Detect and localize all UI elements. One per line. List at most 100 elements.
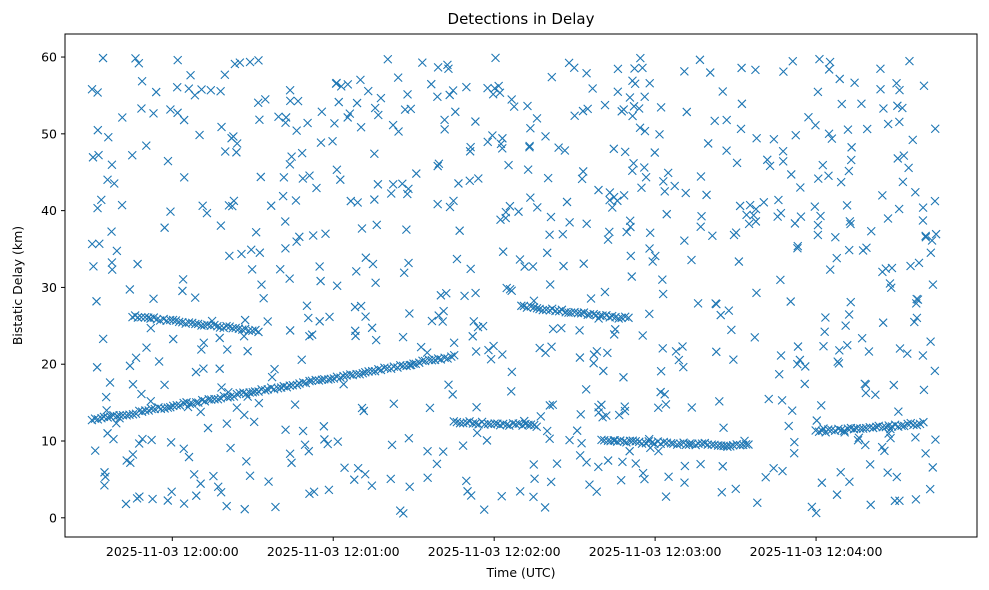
detection-marker — [107, 160, 117, 170]
detection-marker — [918, 351, 928, 360]
detection-marker — [505, 201, 515, 211]
detection-marker — [850, 78, 859, 88]
detection-marker — [558, 229, 568, 239]
detection-marker — [297, 148, 307, 158]
detection-marker — [565, 435, 574, 445]
detection-marker — [324, 485, 334, 495]
detection-marker — [832, 253, 842, 263]
detection-marker — [147, 404, 157, 414]
detection-marker — [635, 53, 645, 63]
detection-marker — [654, 446, 663, 456]
detection-marker — [525, 123, 535, 133]
detection-marker — [546, 212, 556, 222]
detection-marker — [315, 262, 325, 271]
detection-marker — [679, 67, 689, 76]
detection-marker — [790, 219, 800, 228]
detection-marker — [394, 127, 403, 136]
detection-marker — [559, 261, 568, 271]
detection-marker — [103, 413, 113, 422]
detection-marker — [532, 422, 542, 432]
detection-marker — [137, 76, 147, 86]
detection-marker — [401, 225, 411, 234]
detection-marker — [529, 492, 538, 502]
detection-marker — [317, 107, 327, 117]
detection-marker — [439, 306, 449, 316]
detection-marker — [776, 351, 786, 360]
detection-marker — [742, 210, 751, 220]
detection-marker — [687, 255, 696, 265]
detection-marker — [729, 230, 739, 240]
detection-marker — [836, 177, 846, 187]
detection-marker — [465, 146, 475, 156]
detection-marker — [639, 163, 649, 172]
detection-marker — [598, 366, 608, 376]
detection-marker — [294, 232, 304, 242]
detection-marker — [216, 86, 225, 96]
detection-marker — [376, 93, 386, 103]
detection-marker — [655, 129, 664, 139]
detection-marker — [103, 175, 112, 185]
detection-marker — [471, 117, 480, 126]
detection-marker — [586, 294, 596, 303]
detection-marker — [285, 381, 295, 391]
detection-marker — [444, 380, 453, 390]
detection-marker — [445, 90, 455, 100]
detection-marker — [154, 357, 164, 366]
detection-marker — [605, 195, 615, 205]
detection-marker — [151, 87, 161, 97]
detection-marker — [664, 472, 673, 482]
detection-marker — [423, 473, 433, 483]
detection-marker — [860, 440, 870, 450]
detection-marker — [728, 440, 738, 450]
detection-marker — [817, 478, 827, 488]
detection-marker — [911, 433, 920, 442]
detection-marker — [271, 502, 280, 512]
detection-marker — [343, 113, 353, 122]
detection-marker — [846, 297, 856, 307]
detection-marker — [134, 492, 144, 501]
detection-marker — [630, 64, 639, 73]
detection-marker — [685, 439, 695, 448]
detection-marker — [744, 219, 754, 229]
detection-marker — [263, 317, 273, 326]
detection-marker — [216, 221, 226, 231]
detection-marker — [844, 245, 854, 255]
detection-marker — [575, 353, 585, 362]
detection-marker — [525, 142, 534, 152]
detection-marker — [910, 187, 920, 197]
detection-marker — [232, 403, 242, 413]
detection-marker — [581, 385, 591, 394]
detection-marker — [714, 396, 724, 406]
detection-marker — [795, 183, 805, 192]
detection-marker — [674, 355, 684, 365]
detection-marker — [449, 196, 458, 206]
detection-marker — [404, 433, 414, 443]
detection-marker — [895, 496, 904, 506]
detection-marker — [883, 119, 893, 129]
detection-marker — [239, 410, 249, 420]
detection-marker — [511, 419, 521, 429]
detection-marker — [793, 243, 802, 253]
detection-marker — [472, 402, 481, 412]
detection-marker — [728, 355, 738, 365]
detection-marker — [695, 55, 705, 65]
detection-marker — [529, 296, 539, 306]
detection-marker — [625, 216, 635, 226]
detection-marker — [115, 410, 125, 420]
detection-marker — [644, 434, 654, 444]
detection-marker — [605, 188, 615, 197]
detection-marker — [566, 308, 576, 318]
detection-marker — [538, 305, 548, 315]
detection-marker — [302, 301, 312, 311]
detection-marker — [593, 462, 603, 472]
detection-marker — [897, 421, 907, 431]
detection-marker — [810, 202, 820, 211]
detection-marker — [186, 70, 195, 80]
detection-marker — [440, 115, 449, 125]
detection-marker — [373, 364, 383, 374]
detection-marker — [471, 288, 480, 298]
detection-marker — [179, 499, 189, 508]
detection-marker — [793, 342, 803, 351]
detection-marker — [133, 313, 143, 322]
detection-marker — [356, 75, 365, 85]
